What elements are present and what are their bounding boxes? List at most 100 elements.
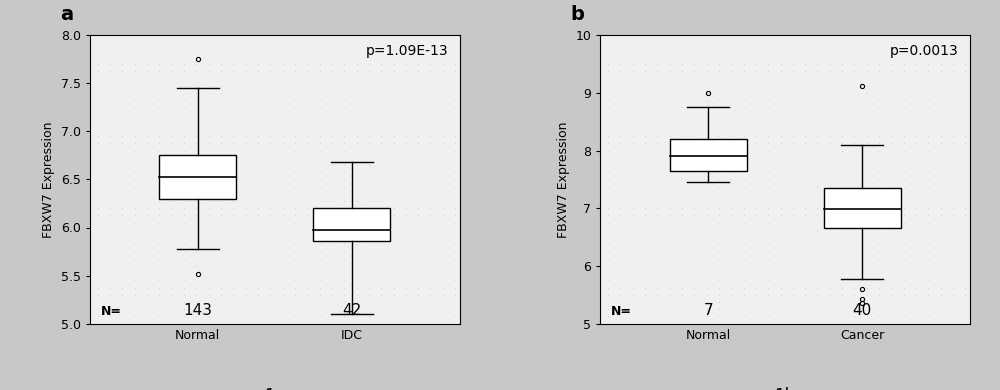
Point [600,104,616,110]
Point [312,53,328,60]
Point [612,241,628,247]
Point [809,256,825,262]
Point [361,147,377,154]
Point [250,133,266,139]
Point [662,75,678,82]
Point [102,191,118,197]
Point [213,46,229,53]
Point [600,162,616,168]
Point [809,119,825,125]
Point [201,212,217,218]
Point [637,133,653,139]
Point [410,277,426,284]
Point [114,198,130,204]
Point [612,313,628,319]
Point [324,198,340,204]
Point [834,205,850,211]
Point [201,104,217,110]
Point [662,191,678,197]
Point [760,147,776,154]
Point [373,75,389,82]
Point [748,53,764,60]
Point [760,140,776,146]
Point [748,68,764,74]
Point [398,191,414,197]
Point [871,176,887,183]
Point [933,270,949,276]
Point [213,162,229,168]
Point [625,162,641,168]
Point [699,46,715,53]
Point [797,53,813,60]
Point [114,277,130,284]
Point [649,90,665,96]
Point [809,285,825,291]
Point [883,212,899,218]
Point [809,154,825,161]
Point [945,277,961,284]
Point [373,284,389,291]
Point [410,255,426,262]
Point [686,220,702,226]
Point [760,90,776,96]
Point [699,256,715,262]
Point [164,241,180,247]
Point [386,169,402,175]
Point [410,191,426,197]
Point [336,119,352,125]
Text: 143: 143 [183,303,212,318]
Point [846,234,862,240]
Point [711,104,727,110]
Point [262,321,278,327]
Point [711,126,727,132]
Point [349,227,365,233]
Point [139,292,155,298]
Point [834,53,850,60]
Point [213,154,229,161]
Point [299,126,315,132]
Point [213,205,229,211]
Point [859,183,875,190]
Point [447,284,463,291]
Point [435,321,451,327]
Point [883,82,899,89]
Point [649,313,665,319]
Point [324,248,340,255]
Point [785,198,801,204]
Point [625,306,641,312]
Point [188,191,204,197]
Point [637,126,653,132]
Point [114,162,130,168]
Point [139,39,155,45]
Point [822,75,838,82]
Point [736,46,752,53]
Point [386,53,402,60]
Point [188,169,204,175]
Point [957,306,973,312]
Point [625,299,641,305]
Point [176,119,192,125]
Point [102,46,118,53]
Point [674,212,690,218]
Point [435,97,451,103]
Point [151,162,167,168]
Point [797,191,813,197]
Point [773,46,789,53]
Point [908,140,924,146]
Point [213,183,229,190]
Point [625,169,641,175]
Point [213,321,229,327]
Point [262,234,278,240]
Point [201,299,217,305]
Point [674,75,690,82]
Point [151,126,167,132]
Point [908,299,924,305]
Point [797,46,813,53]
Point [164,212,180,218]
Point [945,133,961,139]
Point [908,313,924,319]
Point [336,198,352,204]
Point [649,82,665,89]
Point [250,97,266,103]
Point [114,46,130,53]
